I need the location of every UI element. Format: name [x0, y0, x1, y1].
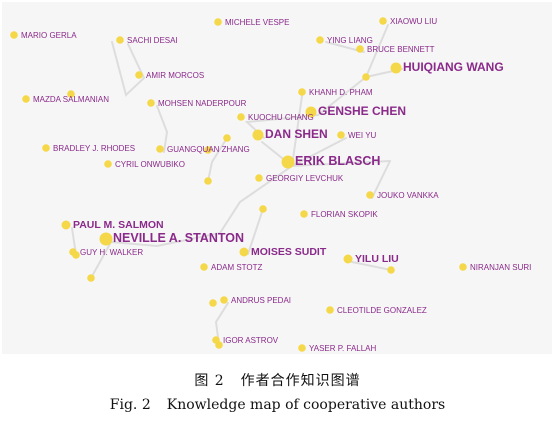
author-node	[379, 17, 387, 25]
author-node	[459, 263, 467, 271]
caption-en-text: Knowledge map of cooperative authors	[166, 397, 446, 413]
unlabeled-author-node	[259, 205, 267, 213]
unlabeled-author-node	[72, 251, 80, 259]
author-node	[200, 263, 208, 271]
author-label: GUANGQUAN ZHANG	[167, 145, 250, 154]
author-label: GEORGIY LEVCHUK	[266, 174, 344, 183]
author-label: MICHELE VESPE	[225, 18, 289, 27]
author-label: MOHSEN NADERPOUR	[158, 99, 247, 108]
author-node	[255, 174, 263, 182]
author-label: YILU LIU	[355, 253, 399, 265]
author-label: PAUL M. SALMON	[73, 219, 164, 231]
coauthor-network: MARIO GERLA SACHI DESAI MICHELE VESPE YING …	[10, 17, 531, 353]
collaboration-edge	[219, 165, 293, 234]
author-label: HUIQIANG WANG	[403, 60, 504, 74]
author-label: MARIO GERLA	[21, 31, 77, 40]
author-node	[156, 145, 164, 153]
author-label: MOISES SUDIT	[251, 246, 327, 258]
author-label: CLEOTILDE GONZALEZ	[337, 306, 427, 315]
author-node	[281, 155, 295, 169]
caption-cn-text: 作者合作知识图谱	[240, 373, 361, 389]
author-label: YING LIANG	[327, 36, 373, 45]
collaboration-edge	[291, 95, 303, 167]
collaboration-edge	[111, 41, 145, 97]
author-node	[214, 18, 222, 26]
unlabeled-author-node	[362, 73, 370, 81]
unlabeled-author-node	[204, 146, 212, 154]
author-label: DAN SHEN	[265, 127, 328, 141]
author-label: FLORIAN SKOPIK	[311, 210, 378, 219]
author-node	[116, 36, 124, 44]
author-node	[356, 45, 364, 53]
author-node	[343, 254, 353, 264]
author-node	[42, 144, 50, 152]
author-label: KUOCHU CHANG	[248, 113, 314, 122]
author-node	[237, 113, 245, 121]
author-node	[22, 95, 30, 103]
author-label: NEVILLE A. STANTON	[113, 231, 244, 245]
caption-en-label: Fig. 2	[109, 397, 151, 413]
author-node	[298, 88, 306, 96]
author-label: NIRANJAN SURI	[470, 263, 531, 272]
author-node	[135, 71, 143, 79]
unlabeled-author-node	[387, 266, 395, 274]
author-node	[61, 220, 71, 230]
author-label: CYRIL ONWUBIKO	[115, 160, 185, 169]
author-label: ERIK BLASCH	[295, 154, 380, 168]
author-node	[99, 232, 113, 246]
unlabeled-author-node	[209, 299, 217, 307]
author-label: SACHI DESAI	[127, 36, 178, 45]
author-node	[366, 191, 374, 199]
collaboration-edge	[291, 160, 391, 167]
unlabeled-author-node	[67, 90, 75, 98]
network-map-background	[2, 2, 552, 354]
author-node	[252, 129, 264, 141]
author-node	[298, 344, 306, 352]
author-label: WEI YU	[348, 131, 377, 140]
author-label: GUY H. WALKER	[80, 248, 143, 257]
caption-cn-label: 图 2	[194, 373, 225, 389]
author-label: IGOR ASTROV	[223, 336, 279, 345]
author-label: ADAM STOTZ	[211, 263, 263, 272]
author-node	[104, 160, 112, 168]
author-node	[337, 131, 345, 139]
author-label: XIAOWU LIU	[390, 17, 437, 26]
caption-english: Fig. 2 Knowledge map of cooperative autho…	[0, 397, 555, 413]
collaboration-edge	[156, 105, 169, 153]
author-node	[316, 36, 324, 44]
author-node	[147, 99, 155, 107]
label-layer: MARIO GERLA SACHI DESAI MICHELE VESPE YING …	[21, 17, 531, 353]
author-node	[390, 62, 402, 74]
author-label: JOUKO VANKKA	[377, 191, 439, 200]
author-label: BRUCE BENNETT	[367, 45, 435, 54]
collaboration-edge	[371, 160, 391, 199]
author-label: BRADLEY J. RHODES	[53, 144, 135, 153]
author-node	[300, 210, 308, 218]
unlabeled-author-node	[204, 177, 212, 185]
collaboration-edge	[351, 261, 392, 271]
author-label: GENSHE CHEN	[318, 104, 406, 118]
author-node	[326, 306, 334, 314]
author-label: AMIR MORCOS	[146, 71, 204, 80]
collaboration-edge	[90, 241, 112, 279]
author-node	[305, 106, 317, 118]
collaboration-edge	[291, 137, 347, 167]
author-label: ANDRUS PEDAI	[231, 296, 291, 305]
collaboration-edge	[247, 208, 264, 255]
unlabeled-author-node	[87, 274, 95, 282]
collaboration-edge	[207, 137, 228, 182]
unlabeled-author-node	[223, 134, 231, 142]
author-label: MAZDA SALMANIAN	[33, 95, 109, 104]
author-node	[239, 247, 249, 257]
caption-chinese: 图 2 作者合作知识图谱	[0, 370, 555, 390]
author-label: YASER P. FALLAH	[309, 344, 377, 353]
author-node	[220, 296, 228, 304]
unlabeled-author-node	[215, 341, 223, 349]
author-label: KHANH D. PHAM	[309, 88, 373, 97]
node-layer	[10, 17, 467, 352]
author-node	[10, 31, 18, 39]
collaboration-edge	[110, 232, 221, 248]
